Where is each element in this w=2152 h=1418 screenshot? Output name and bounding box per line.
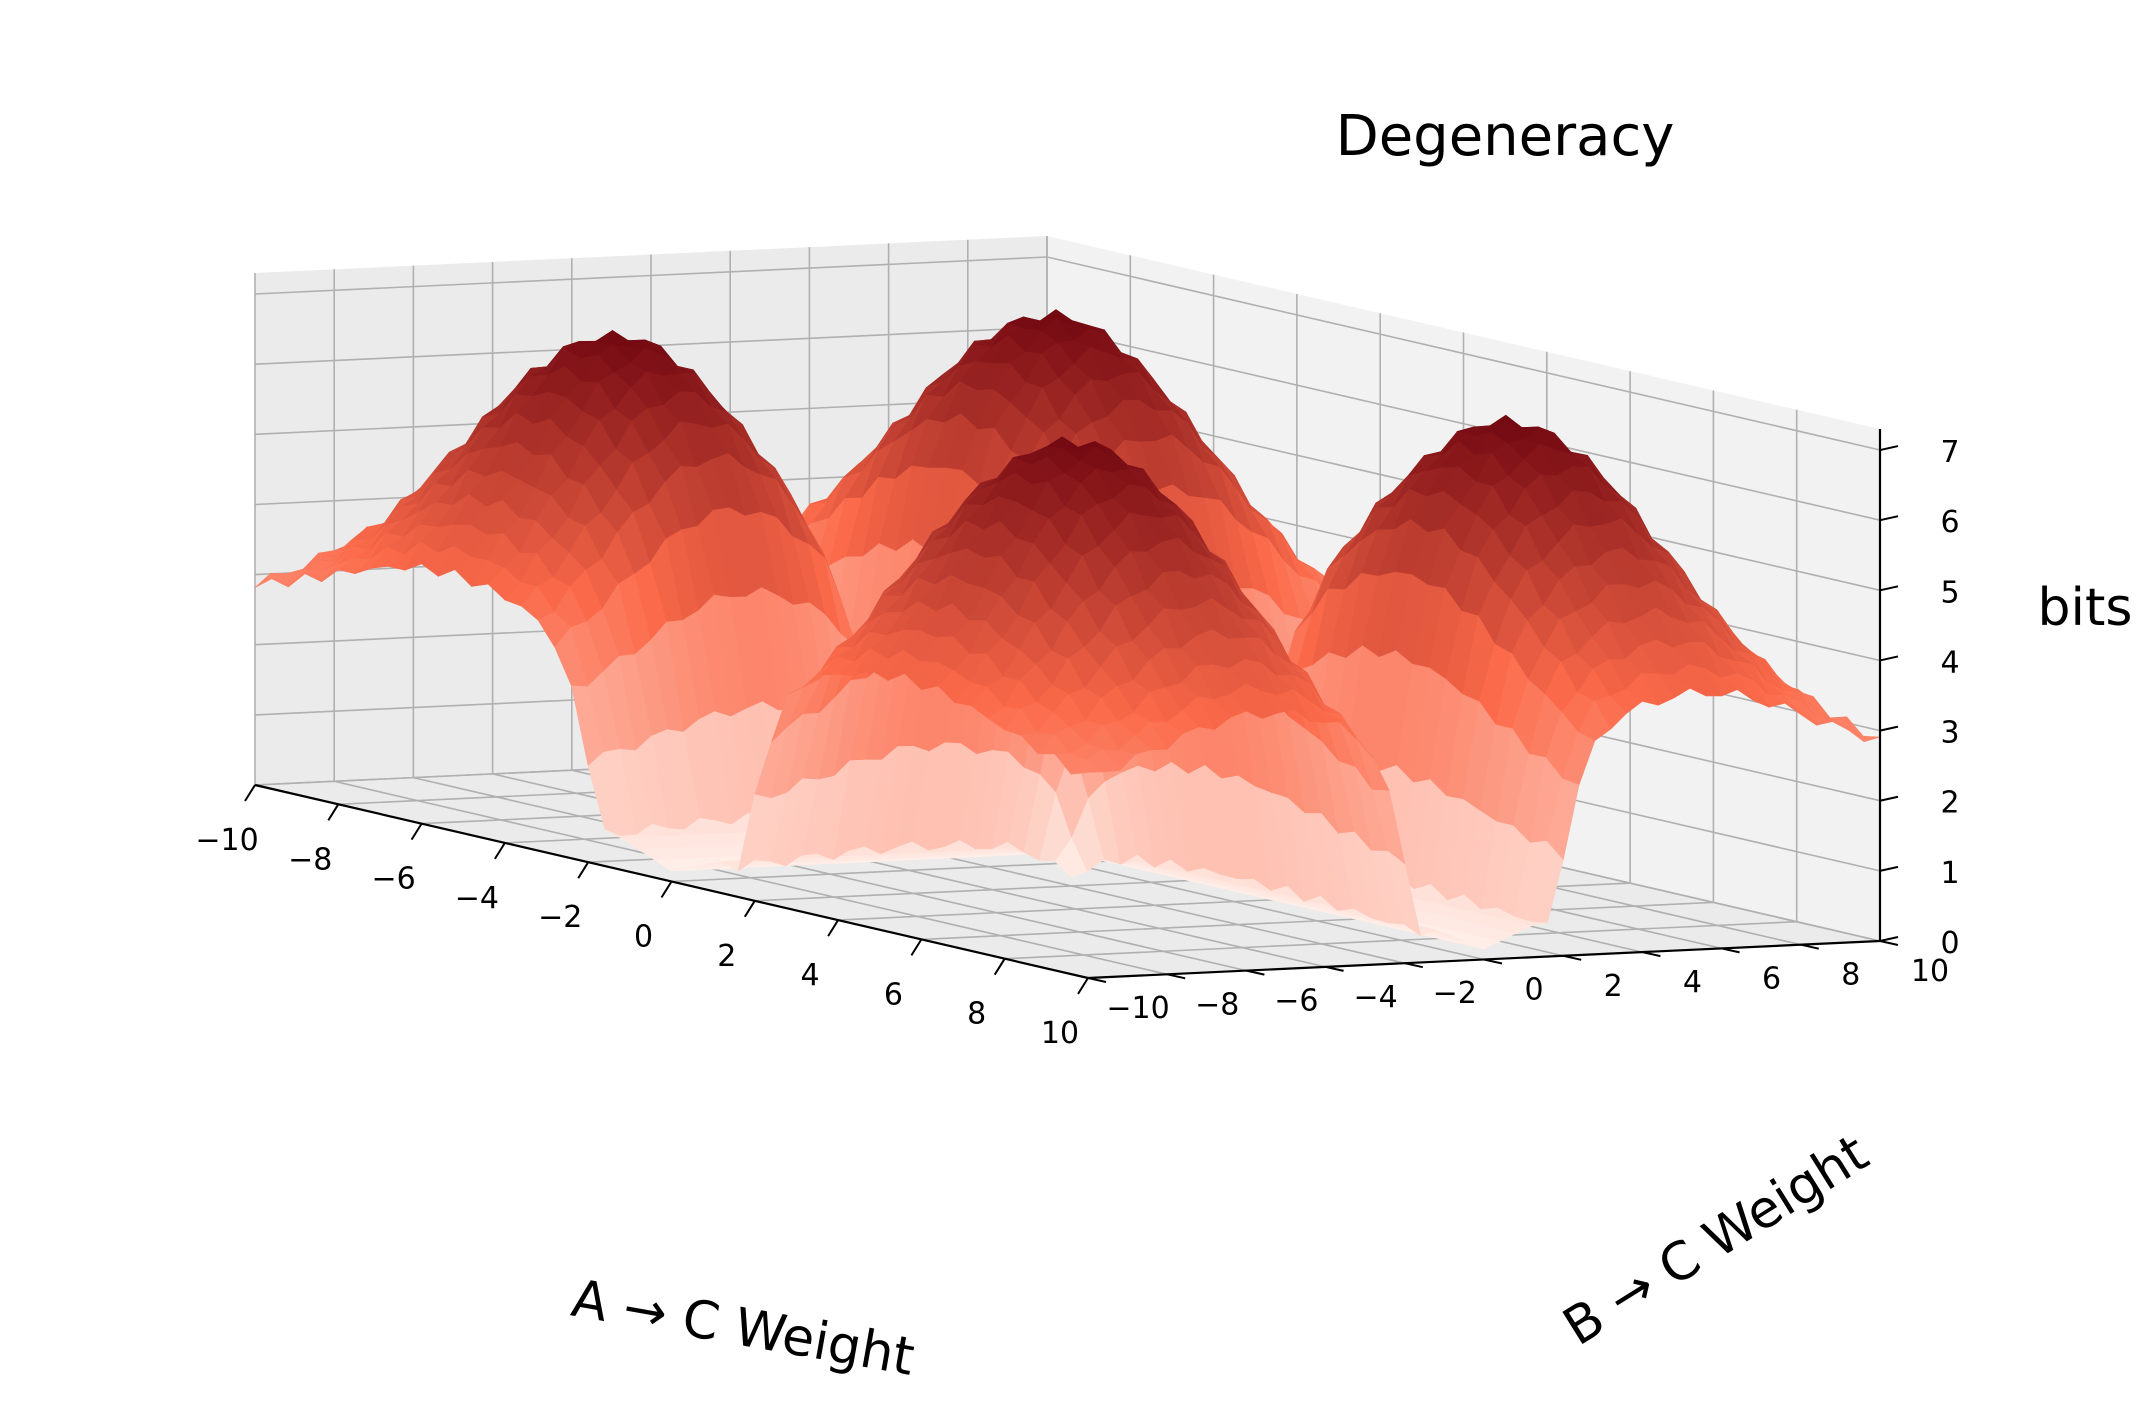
y-tick-label: 8: [1841, 958, 1860, 993]
tick-marks: [244, 445, 1899, 995]
z-tick-label: 2: [1940, 786, 1959, 821]
y-tick-label: −8: [1195, 987, 1239, 1022]
x-tick: [1077, 977, 1089, 995]
y-tick-label: 6: [1762, 961, 1781, 996]
y-axis-label: B → C Weight: [1553, 1123, 1878, 1357]
z-tick: [1879, 725, 1899, 732]
x-tick-label: 2: [717, 939, 736, 974]
z-tick-label: 1: [1940, 856, 1959, 891]
x-tick-label: −6: [371, 862, 415, 897]
y-tick-label: 10: [1911, 954, 1949, 989]
z-tick: [1879, 585, 1899, 592]
x-tick: [244, 784, 256, 802]
y-tick-label: 0: [1524, 973, 1543, 1008]
x-tick-label: 10: [1041, 1016, 1079, 1051]
y-tick-label: 2: [1604, 969, 1623, 1004]
x-tick-label: −2: [538, 900, 582, 935]
z-tick: [1879, 865, 1899, 872]
y-tick: [1800, 943, 1820, 950]
x-tick-label: 4: [801, 958, 820, 993]
x-tick: [494, 842, 506, 860]
x-tick-label: 8: [967, 997, 986, 1032]
y-tick-label: 4: [1683, 965, 1702, 1000]
x-axis-label: A → C Weight: [567, 1269, 918, 1388]
y-tick: [1404, 962, 1424, 969]
z-tick-label: 6: [1940, 505, 1959, 540]
y-tick: [1642, 951, 1661, 958]
z-tick-label: 5: [1940, 575, 1959, 610]
y-tick: [1879, 940, 1899, 946]
x-tick-label: −8: [288, 842, 332, 877]
x-tick: [577, 861, 590, 879]
x-tick: [410, 823, 423, 841]
x-tick-label: −10: [195, 823, 258, 858]
x-tick: [993, 958, 1006, 976]
y-tick-label: −2: [1433, 976, 1477, 1011]
surface-patch: [1070, 759, 1105, 775]
z-tick-label: 4: [1940, 645, 1959, 680]
z-tick-label: 0: [1940, 926, 1959, 961]
x-tick: [743, 900, 756, 918]
z-tick: [1879, 936, 1899, 942]
y-tick: [1483, 958, 1503, 965]
x-tick-label: 6: [884, 977, 903, 1012]
x-tick-label: 0: [634, 920, 653, 955]
x-tick: [910, 938, 923, 956]
z-tick: [1879, 795, 1899, 802]
y-tick: [1562, 954, 1582, 961]
y-tick-label: −4: [1353, 980, 1397, 1015]
z-tick: [1879, 515, 1899, 522]
x-tick: [827, 919, 839, 937]
z-tick: [1879, 655, 1899, 662]
y-tick-label: −10: [1106, 991, 1169, 1026]
z-tick-label: 7: [1940, 435, 1959, 470]
y-tick: [1087, 977, 1107, 983]
x-tick: [660, 880, 673, 899]
grid-line-z: [254, 256, 1881, 451]
y-tick: [1721, 947, 1740, 954]
y-tick: [1166, 973, 1186, 980]
surface-plot: [254, 309, 1881, 950]
z-tick-label: 3: [1940, 716, 1959, 751]
z-tick: [1879, 445, 1899, 452]
x-tick-label: −4: [455, 881, 499, 916]
y-tick: [1246, 969, 1265, 976]
chart-title: Degeneracy: [1336, 104, 1675, 169]
z-axis-label: bits: [2038, 578, 2133, 638]
x-tick: [327, 803, 340, 821]
y-tick-label: −6: [1274, 984, 1318, 1019]
y-tick: [1325, 965, 1344, 972]
